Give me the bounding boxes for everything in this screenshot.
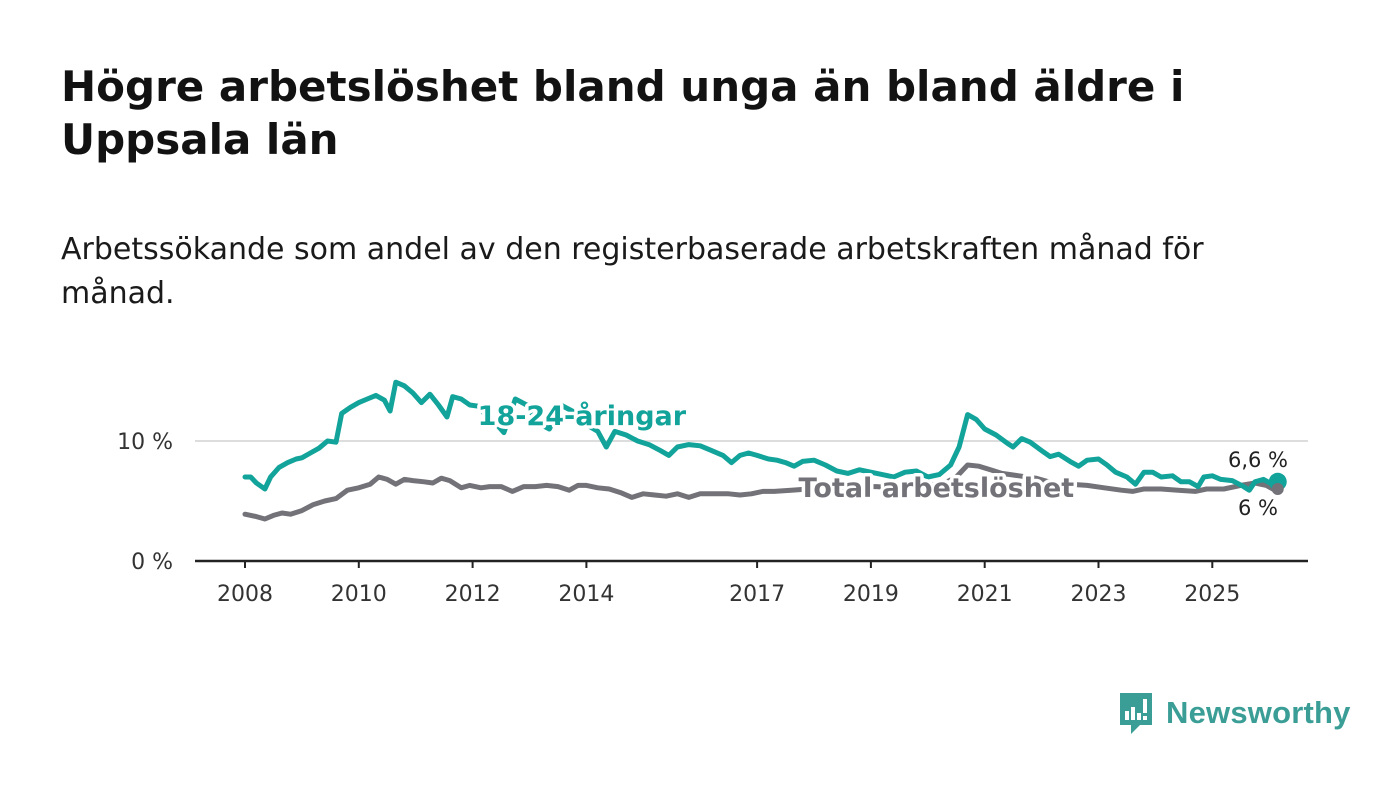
newsworthy-brand: Newsworthy xyxy=(1118,690,1351,736)
end-point-total xyxy=(1271,483,1284,495)
x-tick-label: 2025 xyxy=(1184,582,1240,607)
series-layer xyxy=(242,379,1287,522)
x-tick-label: 2017 xyxy=(729,582,785,607)
x-tick-label: 2023 xyxy=(1071,582,1127,607)
series-label-youth: 18-24-åringar xyxy=(478,400,687,432)
x-tick-label: 2008 xyxy=(217,582,273,607)
x-tick-label: 2014 xyxy=(558,582,614,607)
axis-layer: 0 % 10 % 2008 2010 2012 2014 2017 2019 2021 2023 2… xyxy=(117,430,1308,607)
series-label-total: Total arbetslöshet xyxy=(799,473,1075,504)
x-tick-label: 2019 xyxy=(843,582,899,607)
series-line-youth xyxy=(242,379,1281,493)
newsworthy-logo-icon xyxy=(1120,693,1152,734)
series-line-total xyxy=(242,462,1281,522)
page-title: Högre arbetslöshet bland unga än bland ä… xyxy=(61,62,1185,164)
brand-name: Newsworthy xyxy=(1166,695,1351,730)
y-tick-label: 10 % xyxy=(117,430,173,455)
x-tick-label: 2012 xyxy=(445,582,501,607)
series-label-halo: Total arbetslöshet xyxy=(799,473,1075,504)
x-tick-label: 2010 xyxy=(331,582,387,607)
y-tick-label: 0 % xyxy=(131,550,173,575)
end-label-total: 6 % xyxy=(1238,496,1278,520)
series-label-halo: 18-24-åringar xyxy=(478,400,687,432)
chart-subtitle: Arbetssökande som andel av den registerb… xyxy=(61,232,1204,311)
end-label-youth: 6,6 % xyxy=(1228,448,1288,472)
x-tick-label: 2021 xyxy=(957,582,1013,607)
